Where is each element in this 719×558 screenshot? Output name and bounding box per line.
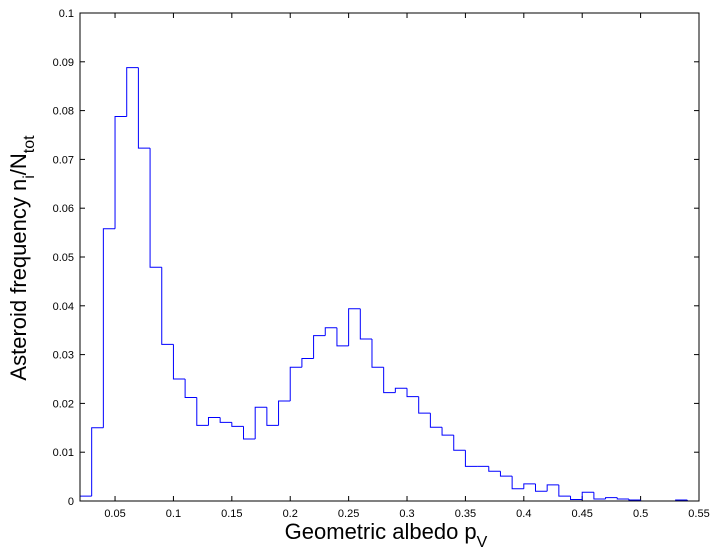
histogram-bar — [184, 379, 197, 399]
histogram-bar — [266, 407, 279, 426]
histogram-bar — [605, 497, 618, 500]
y-tick-label: 0.04 — [53, 301, 74, 313]
x-axis-title-main: Geometric albedo p — [285, 519, 477, 544]
y-tick-label: 0.07 — [53, 154, 74, 166]
histogram-bar — [570, 496, 583, 501]
x-axis-title-sub: V — [477, 534, 488, 551]
y-axis-title-sub1: i — [21, 175, 38, 179]
histogram-bar — [324, 327, 337, 336]
histogram-bar — [523, 483, 536, 489]
histogram-bar — [231, 422, 244, 427]
y-axis-title-main: Asteroid frequency n — [6, 179, 31, 381]
y-tick-label: 0.09 — [53, 57, 74, 69]
histogram-bar — [91, 427, 104, 497]
histogram-bar — [348, 308, 361, 346]
histogram-bar — [593, 492, 606, 500]
histogram-bar — [511, 476, 524, 490]
histogram-bar — [616, 497, 629, 500]
x-tick-label: 0.3 — [399, 508, 414, 520]
histogram-bar — [172, 344, 186, 380]
y-tick-label: 0.1 — [59, 8, 74, 20]
histogram-bar — [534, 483, 548, 492]
histogram-bar — [371, 338, 384, 368]
x-tick-label: 0.45 — [571, 508, 592, 520]
histogram-bar — [114, 115, 127, 229]
histogram-bar — [196, 397, 209, 426]
histogram-bar — [102, 228, 116, 428]
x-tick-label: 0.35 — [455, 508, 476, 520]
x-tick-label: 0.4 — [516, 508, 531, 520]
histogram-bar — [441, 427, 454, 436]
histogram-bar — [453, 435, 466, 451]
histogram-bar — [499, 471, 513, 477]
histogram-bar — [546, 484, 559, 492]
histogram-bar — [289, 366, 302, 401]
histogram-bar — [207, 417, 221, 426]
y-tick-label: 0.02 — [53, 398, 74, 410]
histogram-bar — [464, 450, 478, 467]
histogram-bar — [418, 396, 431, 414]
y-axis-title-mid: /N — [6, 153, 31, 175]
x-tick-label: 0.15 — [221, 508, 242, 520]
y-tick-label: 0.03 — [53, 350, 74, 362]
x-tick-label: 0.25 — [338, 508, 359, 520]
y-tick-label: 0 — [68, 496, 74, 508]
x-tick-label: 0.2 — [283, 508, 298, 520]
histogram-bar — [243, 426, 256, 440]
y-tick-label: 0.08 — [53, 106, 74, 118]
histogram-bar — [394, 387, 408, 393]
histogram-bar — [254, 406, 267, 440]
histogram-bar — [359, 308, 372, 340]
y-tick-label: 0.05 — [53, 252, 74, 264]
histogram-bar — [558, 484, 571, 497]
histogram-bar — [406, 388, 419, 398]
y-axis-title-sub2: tot — [21, 135, 38, 153]
histogram-bar — [429, 413, 443, 428]
histogram-bar — [278, 400, 291, 426]
y-tick-label: 0.01 — [53, 447, 74, 459]
histogram-bar — [336, 327, 349, 347]
x-tick-label: 0.05 — [104, 508, 125, 520]
histogram-bar — [126, 67, 139, 117]
histogram-bar — [161, 267, 174, 345]
x-tick-label: 0.1 — [166, 508, 181, 520]
x-axis-title: Geometric albedo pV — [285, 519, 488, 551]
y-axis-title: Asteroid frequency ni/Ntot — [6, 135, 38, 381]
histogram-bar — [137, 67, 151, 149]
histogram-bar — [628, 499, 641, 501]
axes-box — [79, 12, 700, 502]
tick-labels-layer: 0.05 0.1 0.15 0.2 0.25 0.3 0.35 0.4 0.45 0.5 0.55 0… — [53, 8, 710, 520]
histogram-bar — [383, 367, 396, 394]
histogram-bar — [301, 358, 314, 368]
histogram-bar — [219, 417, 232, 423]
histogram-bar — [313, 335, 326, 359]
histogram-bar — [488, 466, 501, 472]
histogram-bar — [149, 148, 162, 268]
x-tick-label: 0.5 — [633, 508, 648, 520]
histogram-bar — [581, 491, 594, 500]
y-tick-label: 0.06 — [53, 203, 74, 215]
x-tick-label: 0.55 — [688, 508, 709, 520]
